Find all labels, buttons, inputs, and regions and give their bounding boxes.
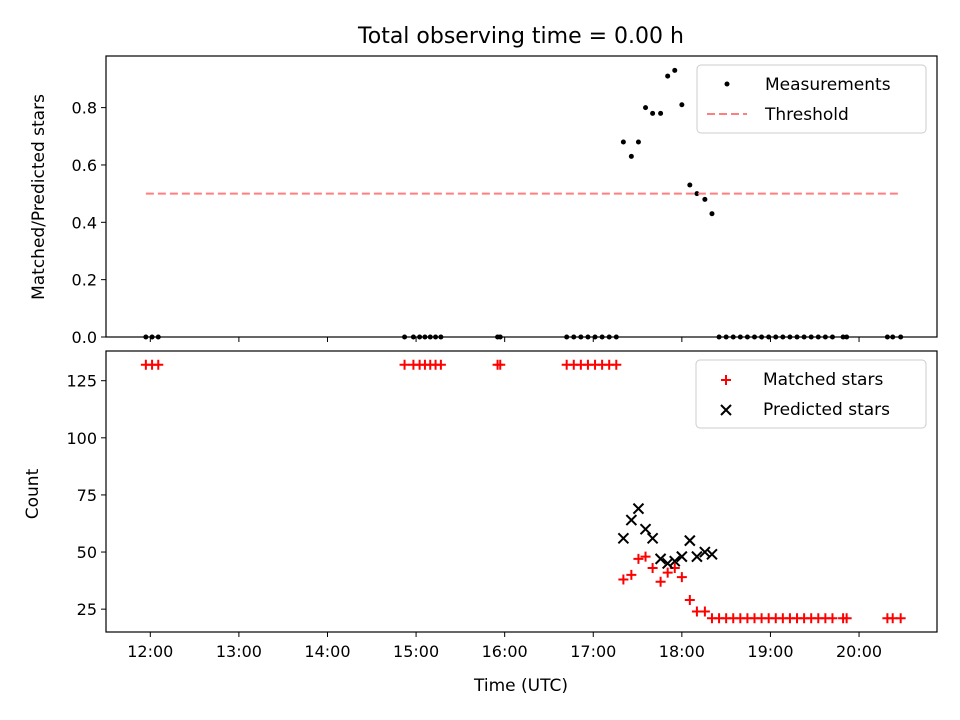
top-y-tick-label: 0.8 <box>72 99 97 118</box>
top-panel: Total observing time = 0.00 h Matched/Pr… <box>29 24 938 347</box>
matched-stars-point <box>662 567 673 578</box>
matched-stars-point <box>841 613 852 624</box>
matched-stars-point <box>684 595 695 606</box>
x-tick-label: 16:00 <box>482 642 528 661</box>
measurements-point <box>672 67 678 73</box>
bottom-panel: Count Time (UTC) 25 50 75 100 125 12:00 13:00 1… <box>23 350 938 696</box>
matched-stars-point <box>153 359 164 370</box>
predicted-stars-point <box>654 553 667 565</box>
matched-stars-point <box>699 606 710 617</box>
top-y-tick-label: 0.4 <box>72 213 97 232</box>
predicted-stars-point <box>661 557 674 570</box>
legend-threshold-label: Threshold <box>764 105 849 125</box>
measurements-point <box>709 211 715 217</box>
matched-stars-point <box>618 574 629 585</box>
top-y-tick-label: 0.0 <box>72 328 97 347</box>
top-axes-frame <box>105 55 938 338</box>
matched-stars-point <box>676 572 687 583</box>
matched-stars-point <box>435 359 446 370</box>
predicted-stars-point <box>676 550 688 563</box>
predicted-stars-point <box>706 548 718 561</box>
x-tick-label: 15:00 <box>393 642 439 661</box>
predicted-stars-point <box>684 534 696 547</box>
measurements-point <box>702 196 708 202</box>
bottom-legend-box <box>695 359 927 429</box>
matched-stars-point <box>640 551 651 562</box>
legend-predicted-label: Predicted stars <box>763 400 890 420</box>
measurements-point <box>665 73 671 79</box>
top-legend-box <box>696 64 927 134</box>
predicted-stars-point <box>669 555 681 567</box>
matched-stars-point <box>655 576 666 587</box>
measurements-point <box>679 102 685 108</box>
x-tick-label: 20:00 <box>836 642 882 661</box>
bottom-y-tick-label: 125 <box>66 372 97 391</box>
top-y-tick-label: 0.6 <box>72 156 97 175</box>
bottom-y-tick-label: 50 <box>77 543 97 562</box>
predicted-stars-point <box>639 523 652 535</box>
bottom-y-axis-label: Count <box>23 468 43 519</box>
predicted-stars-point <box>646 532 659 545</box>
measurements-point <box>628 153 634 159</box>
predicted-stars-point <box>699 546 711 558</box>
legend-matched-label: Matched stars <box>763 370 883 390</box>
matched-stars-point <box>895 613 906 624</box>
legend-predicted-marker <box>720 404 732 416</box>
predicted-stars-point <box>625 514 638 526</box>
measurements-point <box>658 110 664 116</box>
bottom-axes-frame <box>105 350 938 633</box>
predicted-stars-point <box>632 502 645 515</box>
matched-stars-point <box>626 569 637 580</box>
measurements-point <box>643 105 649 111</box>
bottom-y-tick-label: 75 <box>77 486 97 505</box>
matched-stars-point <box>633 553 644 564</box>
bottom-y-tick-label: 25 <box>77 600 97 619</box>
x-tick-label: 17:00 <box>570 642 616 661</box>
x-axis-label: Time (UTC) <box>473 676 568 696</box>
matched-stars-point <box>495 359 506 370</box>
x-tick-label: 13:00 <box>216 642 262 661</box>
top-y-axis-label: Matched/Predicted stars <box>29 94 49 300</box>
x-tick-label: 14:00 <box>304 642 350 661</box>
measurements-point <box>687 182 693 188</box>
measurements-point <box>635 139 641 145</box>
x-tick-label: 12:00 <box>127 642 173 661</box>
legend-measurements-label: Measurements <box>765 75 891 95</box>
measurements-point <box>694 191 700 197</box>
matched-stars-point <box>827 613 838 624</box>
predicted-stars-point <box>691 550 703 563</box>
bottom-y-tick-label: 100 <box>66 429 97 448</box>
chart-title: Total observing time = 0.00 h <box>357 24 684 49</box>
measurements-point <box>650 110 656 116</box>
predicted-stars-point <box>617 532 630 545</box>
matched-stars-point <box>611 359 622 370</box>
x-tick-label: 19:00 <box>747 642 793 661</box>
legend-matched-marker <box>721 375 731 385</box>
top-legend: Measurements Threshold <box>696 64 927 134</box>
matched-stars-point <box>399 359 410 370</box>
matched-stars-point <box>647 563 658 574</box>
x-tick-label: 18:00 <box>659 642 705 661</box>
legend-measurements-marker <box>724 81 730 87</box>
bottom-legend: Matched stars Predicted stars <box>695 359 927 429</box>
measurements-point <box>620 139 626 145</box>
top-y-tick-label: 0.2 <box>72 271 97 290</box>
